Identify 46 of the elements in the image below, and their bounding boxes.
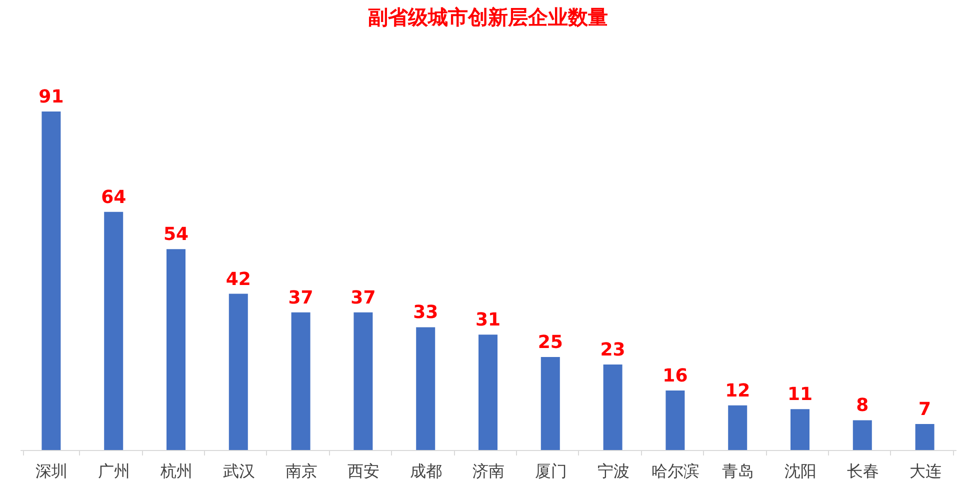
x-tick-label: 成都 xyxy=(410,462,442,480)
chart-title: 副省级城市创新层企业数量 xyxy=(368,5,608,29)
x-tick-label: 长春 xyxy=(846,462,879,480)
data-label: 12 xyxy=(725,380,750,402)
bar xyxy=(416,327,436,450)
data-label: 8 xyxy=(856,395,869,416)
data-label: 37 xyxy=(350,287,376,308)
data-label: 37 xyxy=(288,287,314,308)
x-tick-label: 大连 xyxy=(909,462,942,480)
bar xyxy=(915,424,934,450)
x-tick-label: 西安 xyxy=(348,462,380,480)
x-tick-label: 厦门 xyxy=(534,462,567,480)
bar xyxy=(291,312,310,450)
bar xyxy=(666,390,685,450)
bar xyxy=(42,111,61,450)
data-label: 11 xyxy=(787,384,813,406)
data-label: 25 xyxy=(538,332,563,353)
x-tick-label: 广州 xyxy=(98,462,130,480)
x-tick-label: 哈尔滨 xyxy=(652,462,700,480)
x-tick-label: 宁波 xyxy=(597,462,630,480)
bar xyxy=(728,405,748,450)
data-label: 54 xyxy=(163,224,189,246)
data-label: 31 xyxy=(475,310,501,331)
data-label: 64 xyxy=(101,186,126,208)
x-tick-label: 济南 xyxy=(472,462,504,480)
bar xyxy=(540,357,560,450)
x-tick-label: 沈阳 xyxy=(784,462,816,480)
x-tick-label: 武汉 xyxy=(222,462,255,480)
x-tick-label: 南京 xyxy=(285,462,318,480)
bar xyxy=(104,212,124,450)
x-tick-label: 青岛 xyxy=(722,462,754,480)
data-label: 7 xyxy=(918,398,932,420)
x-tick-label: 深圳 xyxy=(36,462,68,480)
data-label: 91 xyxy=(38,86,64,108)
data-label: 23 xyxy=(600,339,626,360)
bar xyxy=(228,294,248,450)
bar xyxy=(603,364,622,450)
bar xyxy=(478,334,498,450)
bar xyxy=(354,312,373,450)
data-label: 33 xyxy=(413,302,438,324)
bar xyxy=(852,420,872,450)
bar xyxy=(166,249,186,450)
bar xyxy=(790,409,810,450)
data-label: 42 xyxy=(226,268,251,290)
x-tick-label: 杭州 xyxy=(160,462,192,480)
data-label: 16 xyxy=(662,365,688,386)
